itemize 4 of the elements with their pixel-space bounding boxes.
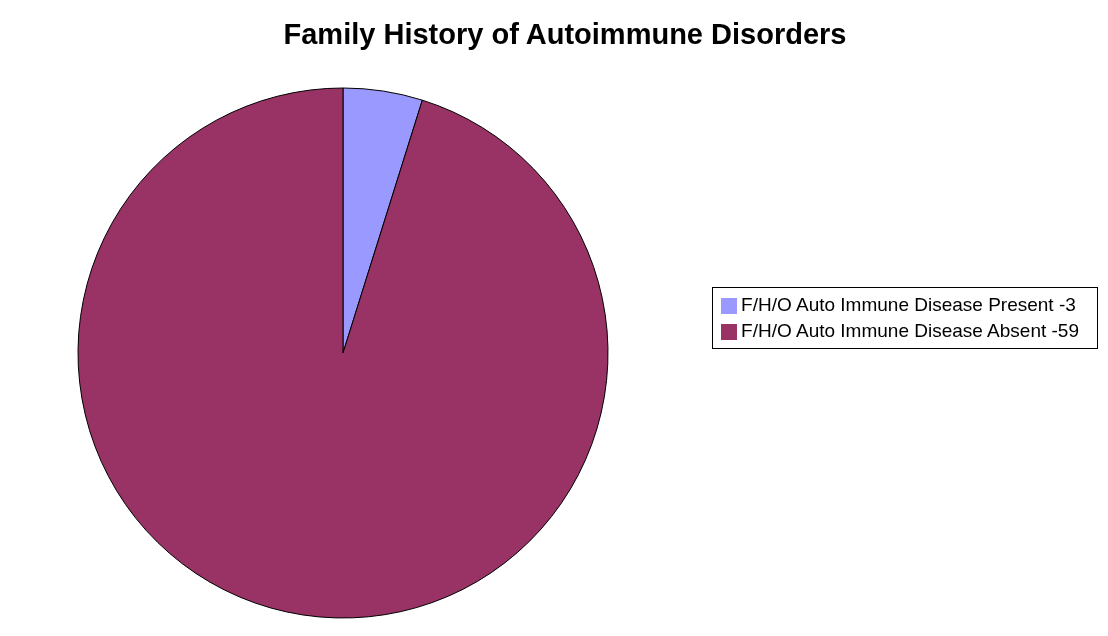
legend-label: F/H/O Auto Immune Disease Absent -59 bbox=[741, 320, 1079, 341]
chart-title: Family History of Autoimmune Disorders bbox=[282, 18, 848, 51]
pie-slice bbox=[77, 87, 609, 619]
legend-label: F/H/O Auto Immune Disease Present -3 bbox=[741, 294, 1076, 315]
